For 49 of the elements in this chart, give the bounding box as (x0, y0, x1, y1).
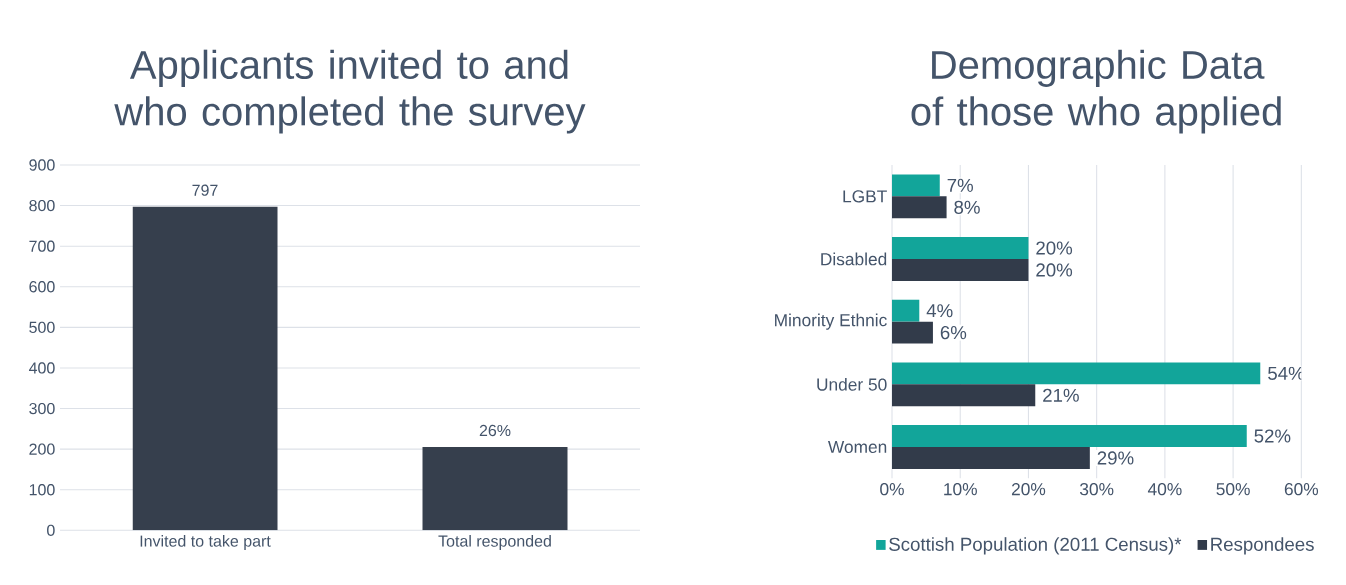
x-tick-label: 50% (1216, 483, 1250, 496)
x-tick-label: 0% (880, 483, 904, 496)
data-label: 4% (926, 304, 953, 318)
bar (892, 446, 1090, 469)
legend-label: Scottish Population (2011 Census)* (889, 537, 1182, 555)
bar (892, 425, 1247, 447)
data-label: 797 (192, 184, 218, 196)
x-tick-label: Total responded (438, 535, 551, 550)
y-tick-label: 900 (29, 159, 55, 171)
data-label: 20% (1036, 263, 1073, 277)
data-label: 7% (947, 178, 973, 192)
y-tick-label: Under 50 (817, 377, 887, 391)
legend-label: Respondees (1211, 537, 1314, 555)
data-label: 52% (1254, 429, 1291, 443)
chart-title: Applicants invited to and who completed the survey (114, 49, 586, 134)
y-tick-label: Women (827, 440, 887, 454)
y-tick-label: 100 (29, 484, 55, 496)
y-tick-label: Minority Ethnic (775, 313, 887, 330)
bar (892, 196, 947, 219)
bar (892, 362, 1261, 385)
y-tick-label: 400 (28, 362, 55, 374)
chart-title: Demographic Data of those who applied (911, 49, 1281, 134)
y-tick-label: 500 (29, 321, 55, 334)
data-label: 29% (1097, 451, 1134, 465)
bar (892, 174, 940, 197)
y-tick-label: 600 (29, 281, 55, 293)
data-label: 21% (1043, 388, 1079, 402)
x-tick-label: 30% (1079, 483, 1114, 496)
y-tick-label: LGBT (843, 190, 887, 203)
data-label: 6% (940, 326, 967, 340)
x-tick-label: Invited to take part (140, 535, 271, 550)
data-label: 20% (1036, 241, 1073, 255)
x-tick-label: 40% (1147, 483, 1182, 496)
data-label: 8% (954, 200, 980, 214)
x-tick-label: 20% (1011, 483, 1046, 496)
x-tick-label: 10% (944, 483, 977, 496)
annotation: 26% (479, 424, 511, 437)
bar (892, 321, 933, 344)
y-tick-label: 700 (29, 240, 55, 252)
y-tick-label: Disabled (821, 252, 887, 266)
y-tick-label: 300 (29, 402, 55, 415)
y-tick-label: 800 (29, 199, 55, 212)
bar (892, 384, 1036, 407)
x-tick-label: 60% (1284, 483, 1319, 496)
bar (892, 237, 1029, 259)
y-tick-label: 0 (47, 524, 55, 536)
bar (892, 258, 1029, 281)
bar (892, 299, 920, 322)
y-tick-label: 200 (29, 443, 55, 455)
